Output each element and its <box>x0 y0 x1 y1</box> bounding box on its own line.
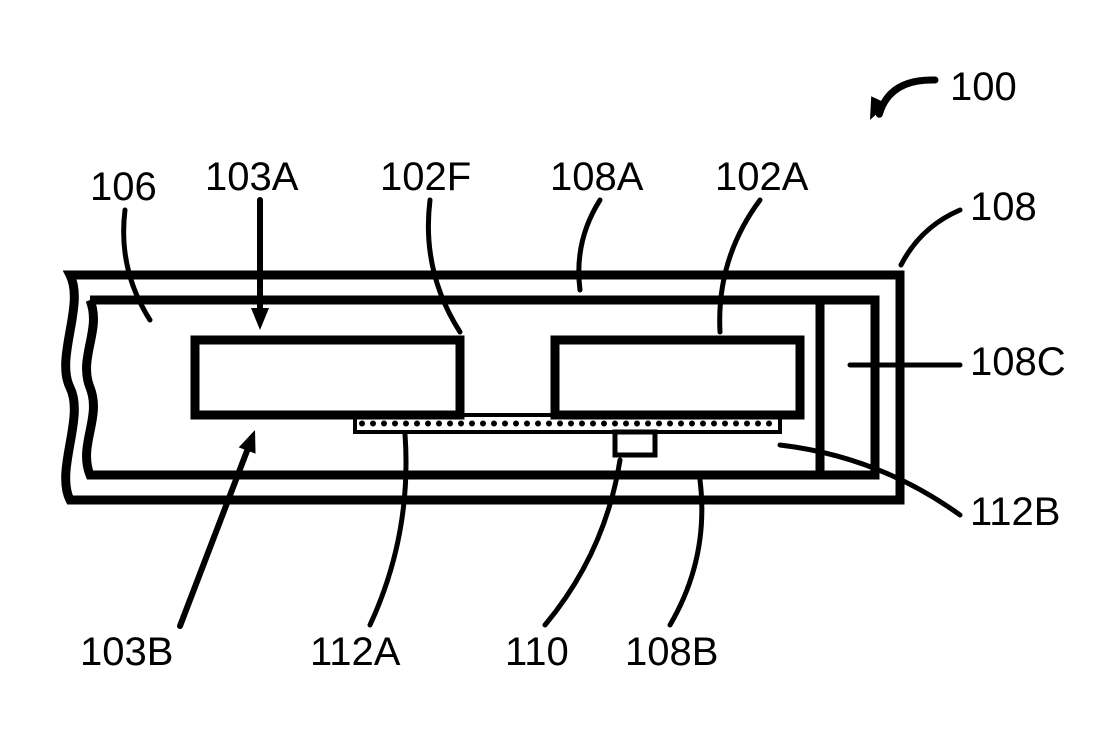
block-left-103 <box>195 340 460 415</box>
label-108: 108 <box>970 185 1037 229</box>
block-right-102 <box>555 340 800 415</box>
label-102F: 102F <box>380 155 471 199</box>
label-110: 110 <box>505 630 569 674</box>
label-103A: 103A <box>205 155 299 199</box>
label-112B: 112B <box>970 490 1060 534</box>
label-102A: 102A <box>715 155 809 199</box>
label-100: 100 <box>950 65 1017 109</box>
label-103B: 103B <box>80 630 173 674</box>
label-106: 106 <box>90 165 157 209</box>
label-108C: 108C <box>970 340 1066 384</box>
label-112A: 112A <box>310 630 401 674</box>
label-108B: 108B <box>625 630 718 674</box>
element-110 <box>615 432 655 455</box>
housing-inner-cavity <box>87 300 875 475</box>
label-108A: 108A <box>550 155 644 199</box>
